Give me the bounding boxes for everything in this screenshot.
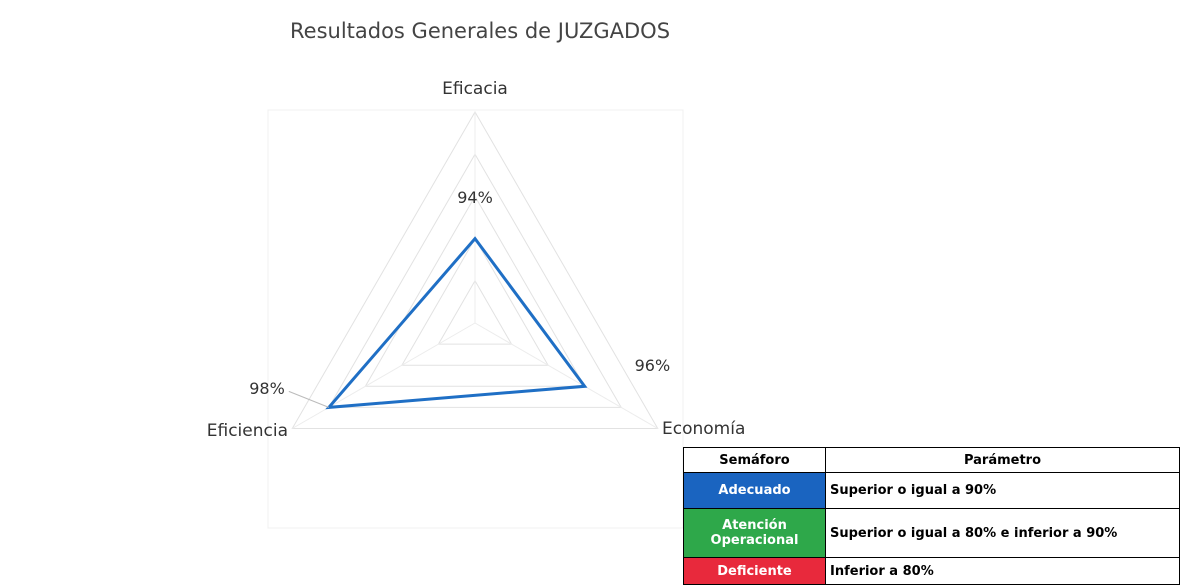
- grid-ring: [291, 111, 659, 429]
- value-label: 94%: [457, 188, 493, 207]
- plot-area: [267, 109, 684, 529]
- row: Deficiente Inferior a 80%: [683, 557, 1180, 585]
- grid-ring: [327, 153, 623, 408]
- parametro-cell: Superior o igual a 80% e inferior a 90%: [825, 508, 1180, 558]
- row: Adecuado Superior o igual a 90%: [683, 472, 1180, 509]
- grid-ring: [401, 237, 549, 366]
- spoke: [474, 322, 658, 429]
- value-label: 98%: [249, 379, 285, 398]
- semaforo-cell: Atención Operacional: [683, 508, 826, 558]
- header-cell: Parámetro: [825, 447, 1180, 473]
- header-row: Semáforo Parámetro: [683, 447, 1180, 473]
- category-label: Eficacia: [442, 79, 508, 99]
- value-label: 96%: [635, 356, 671, 375]
- grid-ring: [437, 279, 513, 345]
- spoke: [292, 322, 476, 429]
- legend-table: Semáforo Parámetro Adecuado Superior o igua…: [683, 447, 1180, 585]
- semaforo-cell: Deficiente: [683, 557, 826, 585]
- header-cell: Semáforo: [683, 447, 826, 473]
- category-label: Eficiencia: [207, 421, 288, 441]
- chart-title: Resultados Generales de JUZGADOS: [290, 19, 670, 43]
- semaforo-cell: Adecuado: [683, 472, 826, 509]
- category-label: Economía: [662, 419, 745, 439]
- parametro-cell: Superior o igual a 90%: [825, 472, 1180, 509]
- data-line: [325, 236, 588, 410]
- leader-line: [288, 390, 330, 408]
- row: Atención Operacional Superior o igual a 8…: [683, 508, 1180, 558]
- grid-ring: [364, 195, 586, 387]
- parametro-cell: Inferior a 80%: [825, 557, 1180, 585]
